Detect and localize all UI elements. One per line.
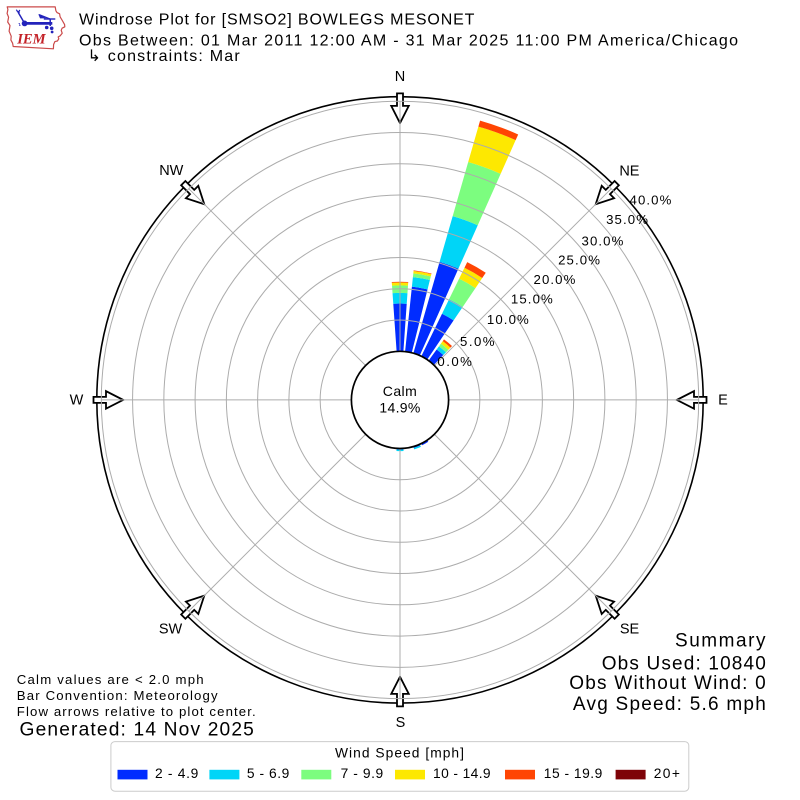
svg-text:7 - 9.9: 7 - 9.9: [341, 766, 384, 781]
svg-text:5.0%: 5.0%: [460, 334, 496, 349]
svg-text:Wind Speed [mph]: Wind Speed [mph]: [335, 746, 465, 761]
svg-text:14.9%: 14.9%: [379, 399, 420, 415]
svg-text:NE: NE: [619, 164, 639, 180]
svg-text:Avg Speed: 5.6 mph: Avg Speed: 5.6 mph: [573, 694, 767, 715]
svg-text:↳ constraints: Mar: ↳ constraints: Mar: [88, 48, 241, 65]
svg-text:10 - 14.9: 10 - 14.9: [433, 766, 491, 781]
svg-text:Obs Between: 01 Mar 2011 12:00: Obs Between: 01 Mar 2011 12:00 AM - 31 M…: [79, 33, 739, 50]
svg-text:15.0%: 15.0%: [511, 291, 554, 306]
svg-text:NW: NW: [159, 163, 183, 179]
svg-text:SE: SE: [620, 622, 640, 638]
svg-text:W: W: [70, 393, 84, 409]
svg-text:Calm values are < 2.0 mph: Calm values are < 2.0 mph: [17, 672, 205, 687]
svg-text:Calm: Calm: [383, 383, 417, 399]
svg-text:35.0%: 35.0%: [606, 212, 649, 227]
svg-text:30.0%: 30.0%: [582, 233, 625, 248]
svg-text:10.0%: 10.0%: [487, 312, 530, 327]
svg-text:20.0%: 20.0%: [534, 272, 577, 287]
svg-text:SW: SW: [159, 622, 183, 638]
svg-text:Summary: Summary: [675, 630, 767, 651]
svg-text:20+: 20+: [654, 766, 682, 781]
svg-text:40.0%: 40.0%: [630, 193, 673, 208]
svg-text:5 - 6.9: 5 - 6.9: [247, 766, 290, 781]
svg-text:0.0%: 0.0%: [437, 354, 473, 369]
svg-text:IEM: IEM: [16, 31, 46, 47]
svg-text:Generated: 14 Nov 2025: Generated: 14 Nov 2025: [20, 719, 256, 740]
svg-text:Obs Used: 10840: Obs Used: 10840: [602, 653, 767, 674]
svg-text:E: E: [718, 393, 728, 409]
svg-text:2 - 4.9: 2 - 4.9: [155, 766, 199, 781]
svg-text:Obs Without Wind: 0: Obs Without Wind: 0: [569, 673, 767, 694]
svg-text:Windrose Plot for [SMSO2] BOWL: Windrose Plot for [SMSO2] BOWLEGS MESONE…: [79, 12, 475, 29]
svg-text:Flow arrows relative to plot c: Flow arrows relative to plot center.: [17, 704, 257, 719]
svg-text:S: S: [396, 715, 406, 731]
svg-text:25.0%: 25.0%: [558, 253, 601, 268]
svg-text:Bar Convention: Meteorology: Bar Convention: Meteorology: [17, 688, 219, 703]
svg-text:15 - 19.9: 15 - 19.9: [544, 766, 603, 781]
svg-text:N: N: [395, 69, 405, 85]
